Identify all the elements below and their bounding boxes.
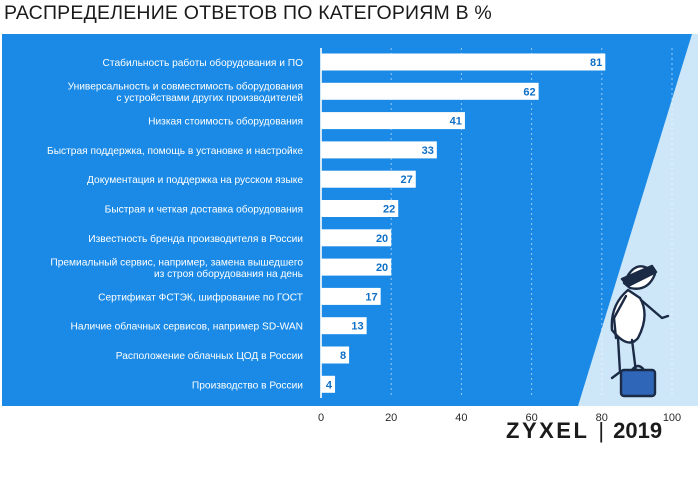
x-tick-label: 60 — [525, 412, 537, 424]
bar-value-label: 33 — [422, 145, 434, 157]
person-figure — [610, 264, 670, 398]
brand-footer: ZYXEL | 2019 — [506, 418, 662, 444]
category-label-line: Производство в России — [192, 380, 303, 391]
category-label-line: Премиальный сервис, например, замена выш… — [50, 257, 303, 268]
x-tick-label: 0 — [318, 412, 324, 424]
bars-group — [321, 53, 606, 393]
bar-value-label: 8 — [340, 350, 346, 362]
category-label: Документация и поддержка на русском язык… — [87, 175, 303, 186]
category-label: Быстрая и четкая доставка оборудования — [105, 204, 303, 216]
x-tick-labels-group: 0 20 40 60 80 100 — [318, 412, 681, 424]
x-tick-label: 100 — [663, 412, 681, 424]
category-label-line: Сертификат ФСТЭК, шифрование по ГОСТ — [98, 291, 303, 303]
category-label: Стабильность работы оборудования и ПО — [103, 57, 304, 69]
bar — [321, 258, 392, 276]
category-label-line: Стабильность работы оборудования и ПО — [103, 57, 304, 69]
x-tick-label: 20 — [385, 412, 397, 424]
bar — [321, 170, 416, 188]
brand-logo: ZYXEL — [506, 418, 590, 443]
category-label-line: Быстрая и четкая доставка оборудования — [105, 204, 303, 216]
category-label-line: Быстрая поддержка, помощь в установке и … — [47, 146, 303, 157]
bar-value-label: 62 — [523, 86, 535, 98]
bar — [321, 346, 350, 364]
value-labels-group: 81 62 41 33 27 22 20 20 17 13 8 4 — [326, 57, 602, 391]
bar-value-label: 81 — [590, 57, 602, 69]
bar — [321, 82, 539, 100]
category-label-line: Наличие облачных сервисов, например SD-W… — [70, 321, 303, 333]
bar-value-label: 13 — [351, 321, 363, 333]
category-label-line: Низкая стоимость оборудования — [148, 116, 303, 128]
x-tick-label: 80 — [596, 412, 608, 424]
bar-value-label: 20 — [376, 233, 388, 245]
category-label: Производство в России — [192, 380, 303, 391]
category-label: Премиальный сервис, например, замена выш… — [50, 257, 303, 280]
background-panel — [2, 34, 692, 406]
bar — [321, 53, 606, 71]
bar — [321, 317, 367, 335]
chart-title: РАСПРЕДЕЛЕНИЕ ОТВЕТОВ ПО КАТЕГОРИЯМ В % — [4, 2, 492, 24]
category-label-line: из строя оборудования на день — [154, 268, 303, 280]
bar-value-label: 17 — [365, 291, 377, 303]
bar-value-label: 41 — [450, 116, 462, 128]
bar — [321, 287, 381, 305]
bar — [321, 229, 392, 247]
category-label: Быстрая поддержка, помощь в установке и … — [47, 146, 303, 157]
x-tick-label: 40 — [455, 412, 467, 424]
brand-year: 2019 — [613, 418, 663, 443]
category-label-line: Универсальность и совместимость оборудов… — [68, 81, 303, 93]
bar — [321, 141, 437, 159]
bar — [321, 200, 399, 217]
category-label-line: с устройствами других производителей — [116, 93, 303, 104]
category-label-line: Известность бренда производителя в Росси… — [88, 233, 303, 245]
bar-value-label: 20 — [376, 262, 388, 274]
bar — [321, 375, 336, 393]
bar-value-label: 27 — [401, 174, 413, 186]
bar-value-label: 22 — [383, 204, 395, 216]
category-label-line: Документация и поддержка на русском язык… — [87, 175, 303, 186]
bar — [321, 112, 465, 130]
category-label: Универсальность и совместимость оборудов… — [68, 81, 303, 105]
category-label: Известность бренда производителя в Росси… — [88, 233, 303, 245]
bar-value-label: 4 — [326, 379, 333, 391]
category-label: Сертификат ФСТЭК, шифрование по ГОСТ — [98, 291, 303, 303]
category-label-line: Расположение облачных ЦОД в России — [116, 350, 303, 362]
category-label: Наличие облачных сервисов, например SD-W… — [70, 321, 303, 333]
category-labels-group: Стабильность работы оборудования и ПО Уни… — [47, 57, 303, 391]
category-label: Низкая стоимость оборудования — [148, 116, 303, 128]
gridlines — [320, 48, 673, 398]
category-label: Расположение облачных ЦОД в России — [116, 350, 303, 362]
brand-separator: | — [598, 418, 605, 443]
